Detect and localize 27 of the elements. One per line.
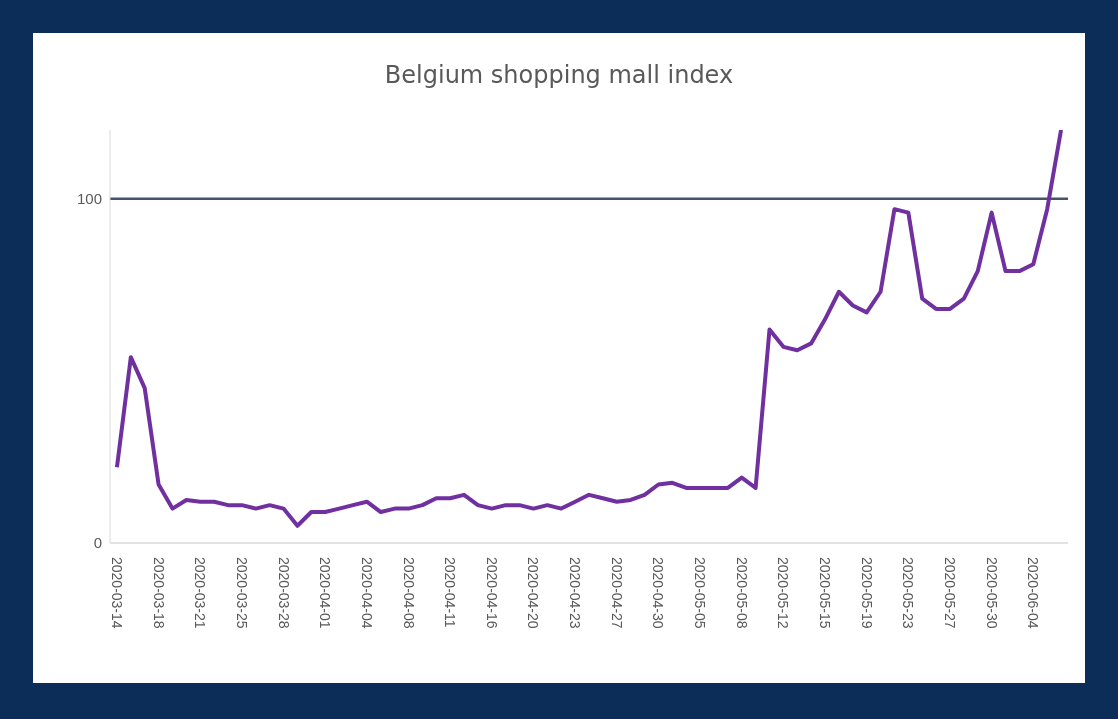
x-tick-label: 2020-03-25 xyxy=(233,557,250,629)
x-tick-label: 2020-05-27 xyxy=(941,557,958,629)
x-tick-label: 2020-04-30 xyxy=(650,557,667,629)
x-tick-label: 2020-06-04 xyxy=(1025,557,1042,629)
x-tick-label: 2020-04-20 xyxy=(525,557,542,629)
chart-title: Belgium shopping mall index xyxy=(383,61,735,89)
line-series xyxy=(114,130,1064,528)
x-tick-label: 2020-05-15 xyxy=(817,557,834,629)
x-tick-label: 2020-03-28 xyxy=(275,557,292,629)
x-tick-label: 2020-04-01 xyxy=(317,557,334,629)
x-tick-label: 2020-04-04 xyxy=(358,557,375,629)
x-tick-label: 2020-05-19 xyxy=(858,557,875,629)
x-tick-label: 2020-05-23 xyxy=(900,557,917,629)
x-tick-label: 2020-05-30 xyxy=(983,557,1000,629)
y-tick-label: 0 xyxy=(93,534,102,552)
x-tick-label: 2020-04-27 xyxy=(608,557,625,629)
x-tick-label: 2020-05-08 xyxy=(733,557,750,629)
x-tick-label: 2020-04-23 xyxy=(567,557,584,629)
x-tick-label: 2020-04-11 xyxy=(442,557,459,628)
x-tick-label: 2020-04-16 xyxy=(483,557,500,629)
x-tick-label: 2020-05-12 xyxy=(775,557,792,629)
y-tick-label: 100 xyxy=(76,190,102,208)
x-tick-label: 2020-04-08 xyxy=(400,557,417,629)
x-tick-label: 2020-03-14 xyxy=(108,557,125,629)
x-tick-label: 2020-05-05 xyxy=(692,557,709,629)
x-tick-label: 2020-03-18 xyxy=(150,557,167,629)
x-tick-label: 2020-03-21 xyxy=(192,557,209,629)
